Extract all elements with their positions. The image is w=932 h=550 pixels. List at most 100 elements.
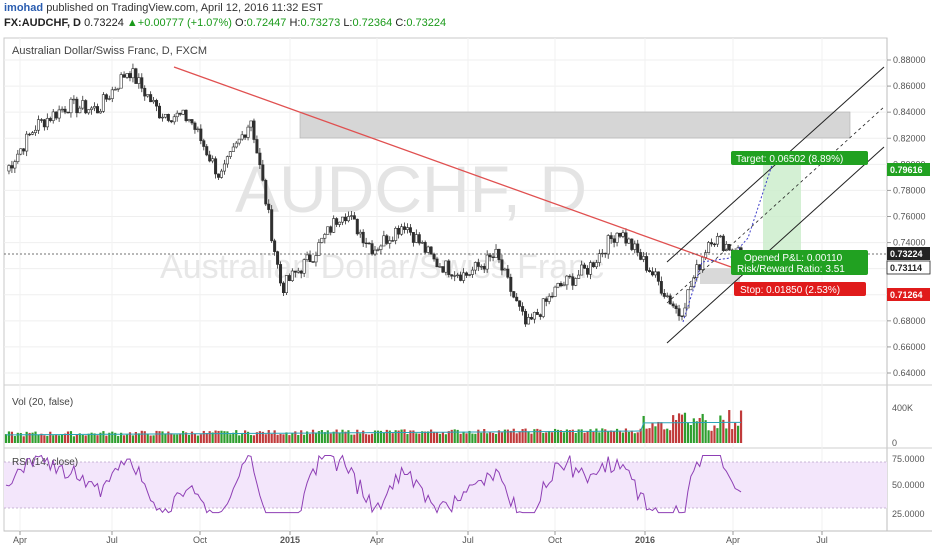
candle-body <box>565 275 569 286</box>
candle-body <box>712 243 716 246</box>
volume-bar <box>196 435 199 443</box>
target-box[interactable]: Target: 0.06502 (8.89%) <box>731 151 868 165</box>
candle-body <box>54 111 58 119</box>
volume-bar <box>143 431 146 443</box>
time-tick-label: Jul <box>816 535 828 545</box>
volume-bar <box>214 430 217 443</box>
candle-body <box>293 270 297 273</box>
candle-body <box>503 268 507 271</box>
price-tag-stop: 0.71264 <box>887 288 930 301</box>
volume-bar <box>300 430 303 443</box>
candle-body <box>261 164 265 181</box>
volume-bar <box>574 432 577 443</box>
candle-body <box>219 170 223 178</box>
volume-bar <box>341 429 344 443</box>
volume-bar <box>672 415 675 443</box>
volume-bar <box>149 435 152 443</box>
volume-bar <box>577 429 580 443</box>
volume-bar <box>122 435 126 443</box>
volume-bar <box>344 431 347 443</box>
volume-bar <box>571 429 574 443</box>
price-axis[interactable]: 0.880000.860000.840000.820000.800000.780… <box>887 55 926 378</box>
candle-body <box>16 153 20 162</box>
position-box[interactable]: Opened P&L: 0.00110 Risk/Reward Ratio: 3… <box>731 250 868 275</box>
volume-bar <box>329 433 332 443</box>
volume-bar <box>503 429 506 443</box>
candle-body <box>491 256 495 258</box>
channel-lower[interactable] <box>666 146 885 344</box>
volume-bar <box>456 429 459 443</box>
volume-bar <box>117 435 120 443</box>
candle-body <box>698 264 702 270</box>
candle-body <box>577 274 581 279</box>
volume-bar <box>497 430 501 443</box>
time-tick-label: Oct <box>548 535 563 545</box>
volume-bar <box>459 433 462 443</box>
candle-body <box>659 281 663 294</box>
stop-text: Stop: 0.01850 (2.53%) <box>740 285 840 296</box>
volume-bar <box>432 431 436 443</box>
time-axis[interactable]: Apr Jul Oct 2015 Apr Jul Oct 2016 Apr Jul <box>13 531 828 545</box>
volume-bar <box>615 428 619 443</box>
candle-body <box>311 261 315 263</box>
volume-bar <box>202 430 205 443</box>
volume-bar <box>725 428 728 443</box>
candle-body <box>143 87 147 97</box>
candle-body <box>633 243 637 250</box>
candle-body <box>609 235 613 240</box>
candle-body <box>441 266 445 273</box>
candle-body <box>414 234 418 243</box>
candle-body <box>479 265 483 268</box>
volume-bar <box>613 431 616 443</box>
candle-body <box>721 235 725 251</box>
candle-body <box>231 146 235 152</box>
volume-bar <box>589 429 592 443</box>
volume-bar <box>350 434 353 443</box>
candle-body <box>28 133 32 136</box>
volume-bar <box>695 421 698 443</box>
candle-body <box>618 232 622 237</box>
volume-bar <box>111 431 114 443</box>
volume-bar <box>412 430 415 443</box>
volume-bar <box>205 433 208 443</box>
volume-bar <box>382 432 385 443</box>
volume-bar <box>31 432 34 443</box>
candle-body <box>591 262 595 268</box>
volume-bar <box>716 428 719 443</box>
volume-bar <box>536 428 539 443</box>
price-tick-label: 0.74000 <box>893 238 926 248</box>
candle-body <box>373 249 377 255</box>
volume-bar <box>270 433 273 443</box>
volume-bar <box>686 422 690 443</box>
channel-midline[interactable] <box>666 106 885 304</box>
candle-body <box>193 122 197 130</box>
volume-bar <box>34 431 37 443</box>
change-value: +0.00777 (+1.07%) <box>137 17 232 29</box>
volume-bar <box>731 429 734 443</box>
candle-body <box>715 236 719 245</box>
candle-body <box>75 98 79 114</box>
candle-body <box>473 262 477 271</box>
candle-body <box>125 73 129 78</box>
candle-body <box>355 218 359 235</box>
volume-bar <box>249 434 253 443</box>
volume-bar <box>279 433 282 443</box>
volume-bar <box>25 431 28 443</box>
candle-body <box>205 146 209 156</box>
candle-body <box>553 286 557 297</box>
descending-trendline[interactable] <box>173 66 746 273</box>
volume-bar <box>595 428 598 443</box>
author-link[interactable]: imohad <box>4 2 44 14</box>
candle-body <box>432 253 436 260</box>
candle-body <box>237 138 241 144</box>
stop-box[interactable]: Stop: 0.01850 (2.53%) <box>734 282 866 296</box>
target-text: Target: 0.06502 (8.89%) <box>736 154 843 165</box>
candle-body <box>332 218 336 233</box>
candle-body <box>137 77 141 84</box>
volume-bar <box>306 431 309 443</box>
resistance-zone[interactable] <box>299 111 851 139</box>
candle-body <box>66 111 70 114</box>
volume-bar <box>698 418 701 443</box>
volume-bar <box>722 419 725 443</box>
